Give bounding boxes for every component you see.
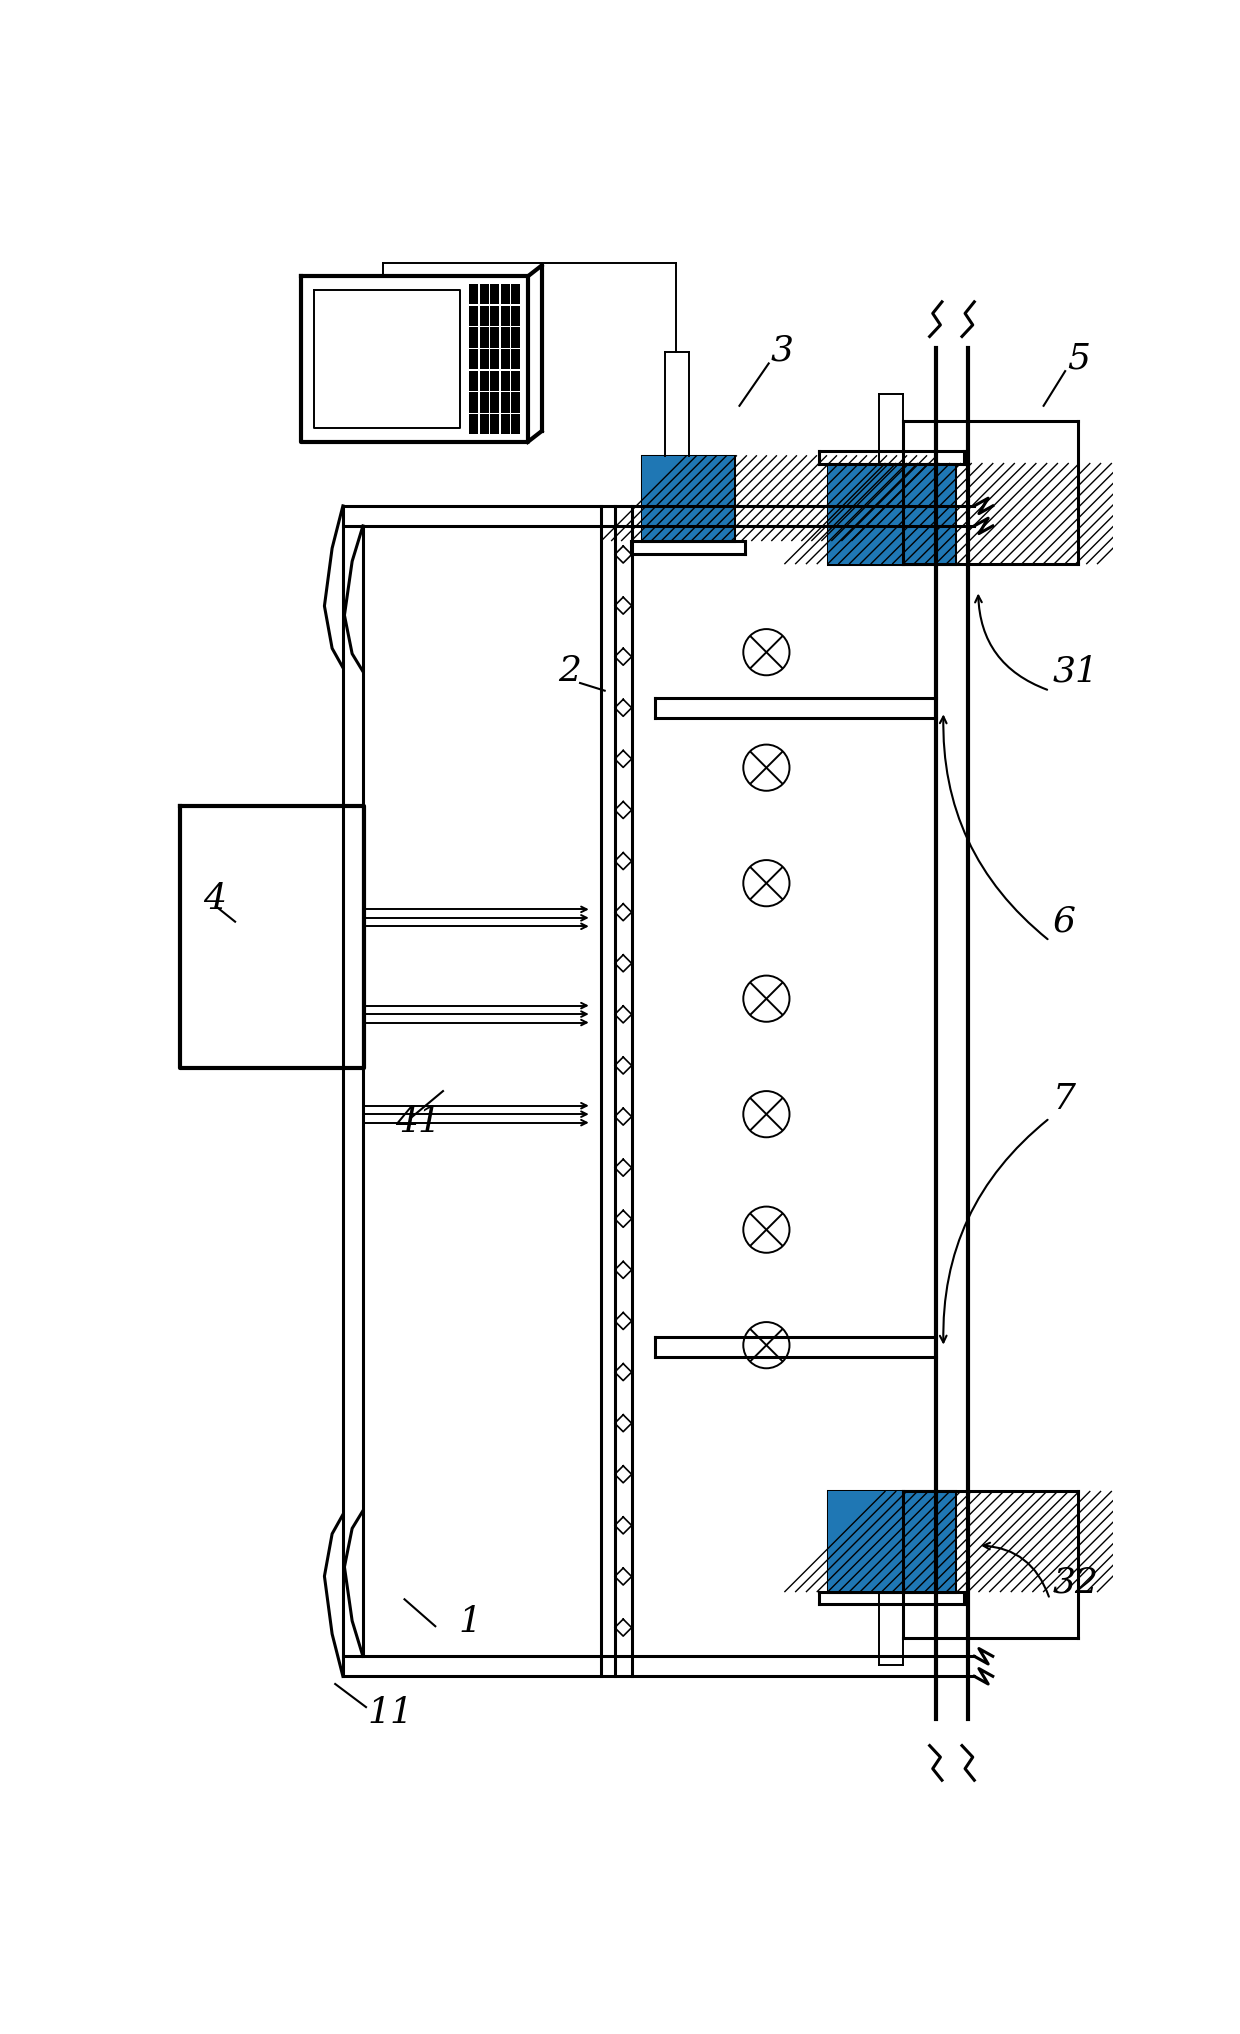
FancyArrowPatch shape (940, 1121, 1048, 1342)
Bar (641, 456, 734, 541)
Text: 32: 32 (1053, 1566, 1099, 1599)
Bar (501, 305, 510, 325)
Bar (469, 305, 479, 325)
Bar (480, 393, 489, 413)
Bar (469, 350, 479, 370)
Bar (480, 305, 489, 325)
Text: 3: 3 (770, 334, 794, 368)
Bar (469, 370, 479, 391)
FancyArrowPatch shape (983, 1542, 1049, 1597)
Text: 6: 6 (1053, 905, 1076, 938)
Bar (501, 350, 510, 370)
Bar (501, 285, 510, 305)
Bar (501, 327, 510, 348)
Bar (828, 464, 955, 563)
Bar (469, 285, 479, 305)
Bar (480, 350, 489, 370)
Bar (511, 393, 520, 413)
Text: 7: 7 (1053, 1082, 1076, 1117)
Bar (469, 327, 479, 348)
Bar (490, 370, 498, 391)
Bar (828, 1491, 955, 1591)
Bar (511, 285, 520, 305)
Text: 11: 11 (367, 1696, 413, 1731)
Bar (480, 327, 489, 348)
Bar (490, 393, 498, 413)
Bar (641, 456, 734, 541)
FancyArrowPatch shape (940, 716, 1048, 940)
Bar (501, 370, 510, 391)
Bar (501, 393, 510, 413)
Bar (490, 415, 498, 435)
Bar (511, 305, 520, 325)
Bar (511, 327, 520, 348)
Bar (511, 415, 520, 435)
Bar (501, 415, 510, 435)
FancyArrowPatch shape (975, 596, 1047, 690)
Bar (480, 285, 489, 305)
Bar (490, 285, 498, 305)
Text: 1: 1 (459, 1605, 481, 1639)
Text: 5: 5 (1066, 342, 1090, 374)
Bar (480, 370, 489, 391)
Bar (511, 370, 520, 391)
Bar (511, 350, 520, 370)
Bar (490, 327, 498, 348)
Text: 31: 31 (1053, 655, 1099, 687)
Bar (469, 415, 479, 435)
Bar (828, 464, 955, 563)
Text: 41: 41 (396, 1104, 441, 1139)
Bar (469, 393, 479, 413)
Text: 4: 4 (203, 881, 226, 915)
Bar (480, 415, 489, 435)
Bar (828, 1491, 955, 1591)
Bar (490, 305, 498, 325)
Text: 2: 2 (558, 655, 582, 687)
Bar (490, 350, 498, 370)
